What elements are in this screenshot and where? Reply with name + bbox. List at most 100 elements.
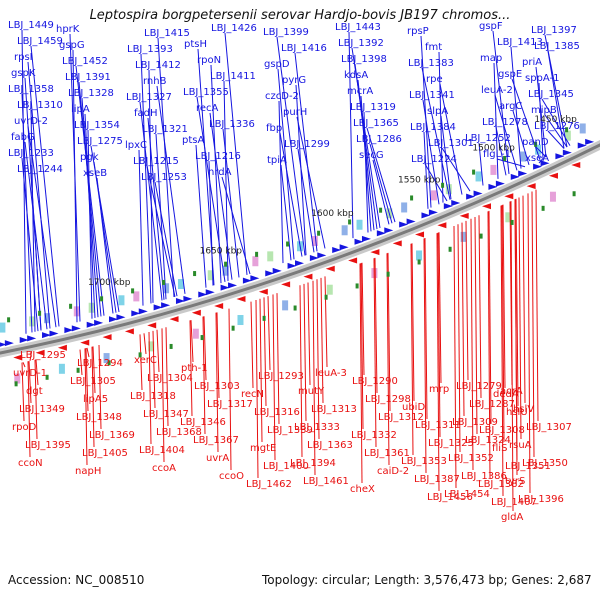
reverse-gene-arrow[interactable] [392, 240, 402, 247]
forward-gene-arrow[interactable] [116, 314, 126, 321]
forward-gene-arrow[interactable] [161, 302, 171, 309]
gene-label-lbj-1279[interactable]: LBJ_1279 [456, 381, 502, 392]
forward-gene-arrow[interactable] [94, 319, 104, 326]
gene-label-lbj-1244[interactable]: LBJ_1244 [17, 164, 63, 175]
gene-label-lbj-1449[interactable]: LBJ_1449 [8, 20, 54, 31]
reverse-gene-arrow[interactable] [526, 183, 536, 190]
gene-label-fabg[interactable]: fabG [11, 132, 35, 143]
gene-label-ccoo[interactable]: ccoO [219, 471, 244, 482]
gene-label-lbj-1407[interactable]: LBJ_1407 [491, 497, 537, 508]
gene-label-acra[interactable]: acrA [500, 386, 523, 397]
forward-gene-arrow[interactable] [399, 221, 409, 228]
forward-gene-arrow[interactable] [585, 138, 595, 145]
gene-label-rnhb[interactable]: rnhB [143, 76, 167, 87]
forward-gene-arrow[interactable] [64, 327, 74, 334]
forward-gene-arrow[interactable] [317, 252, 327, 259]
gene-label-lbj-1382[interactable]: LBJ_1382 [478, 479, 524, 490]
gene-label-pth-1[interactable]: pth-1 [181, 363, 208, 374]
gene-label-lbj-1349[interactable]: LBJ_1349 [19, 404, 65, 415]
gene-label-mipb[interactable]: mipB [531, 105, 557, 116]
forward-gene-arrow[interactable] [384, 227, 394, 234]
gene-label-lbj-1452[interactable]: LBJ_1452 [62, 56, 108, 67]
forward-gene-arrow[interactable] [540, 160, 550, 167]
gene-label-ptsa[interactable]: ptsA [182, 135, 204, 146]
gene-label-lbj-1253[interactable]: LBJ_1253 [141, 172, 187, 183]
forward-gene-arrow[interactable] [205, 289, 215, 296]
forward-gene-arrow[interactable] [466, 193, 476, 200]
gene-label-chex[interactable]: cheX [350, 484, 375, 495]
gene-label-lbj-1413[interactable]: LBJ_1413 [497, 37, 543, 48]
gene-label-hslv[interactable]: hslV [513, 404, 534, 415]
gene-label-lbj-1391[interactable]: LBJ_1391 [65, 72, 111, 83]
reverse-gene-arrow[interactable] [214, 302, 224, 309]
gene-label-fmt[interactable]: fmt [425, 42, 442, 53]
forward-gene-arrow[interactable] [577, 142, 587, 149]
forward-gene-arrow[interactable] [376, 230, 386, 237]
gene-label-xseb[interactable]: xseB [83, 168, 107, 179]
forward-gene-arrow[interactable] [406, 218, 416, 225]
gene-label-pyrg[interactable]: pyrG [282, 75, 306, 86]
forward-gene-arrow[interactable] [443, 203, 453, 210]
forward-gene-arrow[interactable] [495, 180, 505, 187]
gene-label-lbj-1299[interactable]: LBJ_1299 [284, 139, 330, 150]
reverse-gene-arrow[interactable] [348, 257, 358, 264]
gene-label-lbj-1324[interactable]: LBJ_1324 [465, 435, 511, 446]
gene-label-lbj-1287[interactable]: LBJ_1287 [469, 399, 515, 410]
forward-gene-arrow[interactable] [533, 163, 543, 170]
gene-label-lbj-1384[interactable]: LBJ_1384 [410, 122, 456, 133]
forward-gene-arrow[interactable] [27, 335, 37, 342]
gene-label-lbj-1307[interactable]: LBJ_1307 [526, 422, 572, 433]
reverse-gene-arrow[interactable] [325, 265, 335, 272]
gene-label-lbj-1341[interactable]: LBJ_1341 [409, 90, 455, 101]
gene-label-gspe[interactable]: gspE [498, 69, 522, 80]
forward-gene-arrow[interactable] [562, 149, 572, 156]
gene-label-lbj-1336[interactable]: LBJ_1336 [209, 119, 255, 130]
forward-gene-arrow[interactable] [49, 330, 59, 337]
gene-label-leua-3[interactable]: leuA-3 [315, 368, 347, 379]
gene-label-lbj-1286[interactable]: LBJ_1286 [356, 134, 402, 145]
gene-label-lbj-1309[interactable]: LBJ_1309 [452, 417, 498, 428]
reverse-gene-arrow[interactable] [169, 316, 179, 323]
forward-gene-arrow[interactable] [332, 247, 342, 254]
gene-label-slpa[interactable]: slpA [427, 106, 448, 117]
gene-label-ubid[interactable]: ubiD [402, 402, 425, 413]
gene-label-lbj-1317[interactable]: LBJ_1317 [207, 399, 253, 410]
gene-label-lbj-1443[interactable]: LBJ_1443 [335, 22, 381, 33]
forward-gene-arrow[interactable] [250, 275, 260, 282]
gene-label-lbj-1278[interactable]: LBJ_1278 [482, 117, 528, 128]
gene-label-leua-2[interactable]: leuA-2 [481, 85, 513, 96]
forward-gene-arrow[interactable] [175, 298, 185, 305]
forward-gene-arrow[interactable] [183, 295, 193, 302]
gene-label-lbj-1404[interactable]: LBJ_1404 [139, 445, 185, 456]
forward-gene-arrow[interactable] [138, 308, 148, 315]
gene-label-lbj-1415[interactable]: LBJ_1415 [144, 28, 190, 39]
gene-label-ptsh[interactable]: ptsH [184, 39, 207, 50]
forward-gene-arrow[interactable] [19, 336, 29, 343]
reverse-gene-arrow[interactable] [57, 344, 67, 351]
gene-label-mgte[interactable]: mgtE [250, 443, 276, 454]
forward-gene-arrow[interactable] [518, 170, 528, 177]
gene-label-lbj-1295[interactable]: LBJ_1295 [20, 350, 66, 361]
gene-label-rpsp[interactable]: rpsP [407, 26, 429, 37]
reverse-gene-arrow[interactable] [124, 328, 134, 335]
gene-label-lbj-1298[interactable]: LBJ_1298 [365, 394, 411, 405]
gene-label-lbj-1400[interactable]: LBJ_1400 [263, 461, 309, 472]
gene-label-lbj-1294[interactable]: LBJ_1294 [77, 358, 123, 369]
gene-label-deda[interactable]: dedA [493, 389, 519, 400]
gene-label-ccon[interactable]: ccoN [18, 458, 43, 469]
reverse-gene-arrow[interactable] [482, 203, 491, 210]
gene-label-lbj-1293[interactable]: LBJ_1293 [258, 371, 304, 382]
forward-gene-arrow[interactable] [488, 183, 498, 190]
gene-label-lbj-1383[interactable]: LBJ_1383 [408, 58, 454, 69]
gene-label-lbj-1303[interactable]: LBJ_1303 [194, 381, 240, 392]
forward-gene-arrow[interactable] [228, 282, 238, 289]
forward-gene-arrow[interactable] [242, 277, 252, 284]
gene-label-gspg[interactable]: gspG [59, 40, 85, 51]
gene-label-lbj-1313[interactable]: LBJ_1313 [311, 404, 357, 415]
gene-label-muty[interactable]: mutY [298, 386, 325, 397]
gene-label-pand[interactable]: panD [522, 137, 549, 148]
forward-gene-arrow[interactable] [0, 342, 7, 348]
gene-label-lbj-1216[interactable]: LBJ_1216 [195, 151, 241, 162]
gene-label-lbj-1396[interactable]: LBJ_1396 [518, 494, 564, 505]
gene-label-lpxc[interactable]: lpxC [125, 140, 147, 151]
